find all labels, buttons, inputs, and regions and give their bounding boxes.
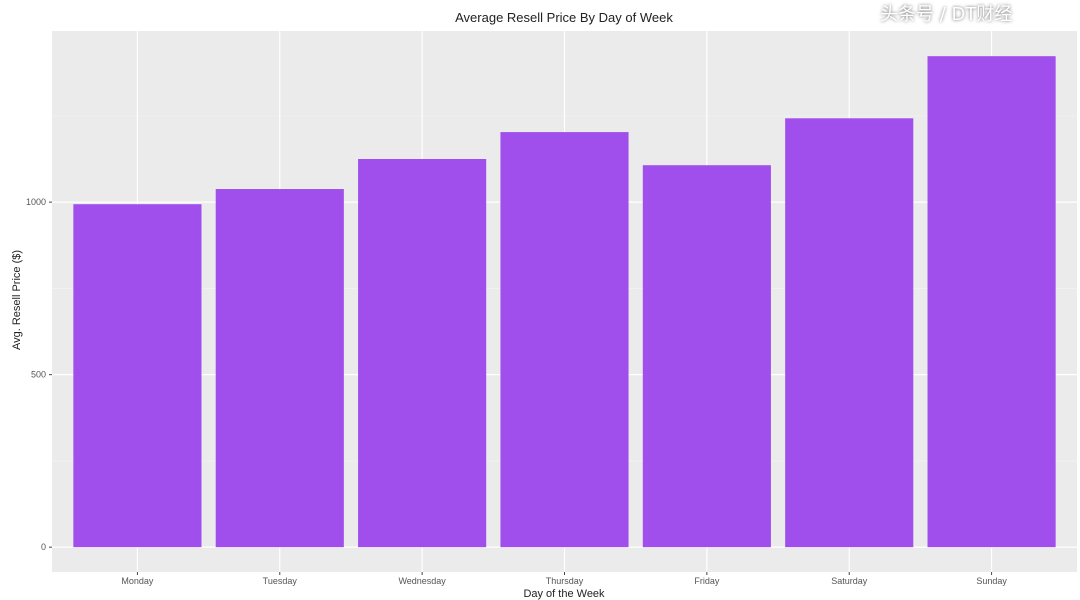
x-tick-label: Thursday — [546, 576, 584, 586]
x-axis-label: Day of the Week — [523, 588, 605, 600]
watermark: 头条号 / DT财经 — [880, 4, 1013, 25]
bar-friday — [642, 165, 771, 548]
bar-monday — [73, 204, 202, 548]
bar-thursday — [500, 132, 629, 548]
chart-title: Average Resell Price By Day of Week — [455, 10, 673, 25]
x-tick-label: Wednesday — [398, 576, 446, 586]
x-tick-label: Friday — [694, 576, 720, 586]
y-tick-label: 0 — [41, 542, 46, 552]
bar-sunday — [927, 56, 1056, 548]
y-axis-label: Avg. Resell Price ($) — [11, 250, 23, 350]
y-tick-label: 500 — [31, 370, 46, 380]
bar-wednesday — [358, 159, 487, 548]
x-tick-label: Monday — [121, 576, 154, 586]
bar-saturday — [785, 118, 914, 548]
x-tick-label: Sunday — [976, 576, 1007, 586]
x-tick-label: Tuesday — [263, 576, 298, 586]
x-tick-label: Saturday — [831, 576, 868, 586]
bar-tuesday — [215, 189, 344, 548]
y-tick-label: 1000 — [26, 197, 46, 207]
